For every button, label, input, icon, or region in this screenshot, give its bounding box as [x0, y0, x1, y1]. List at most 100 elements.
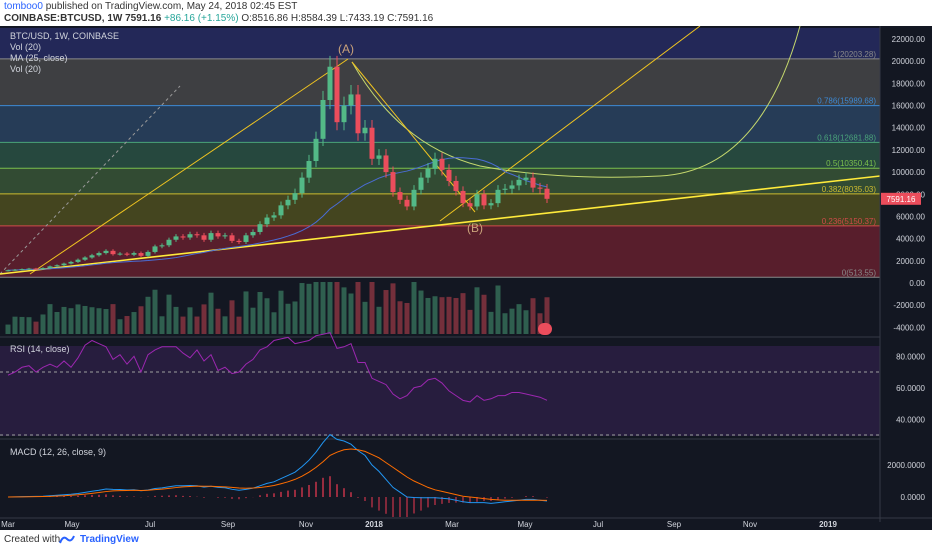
volume-bar	[61, 306, 67, 334]
price-tick: 20000.00	[892, 57, 926, 66]
volume-bar	[516, 304, 522, 334]
tradingview-brand-link[interactable]: TradingView	[80, 534, 139, 545]
candle-body	[229, 235, 235, 241]
volume-bars	[5, 282, 550, 334]
time-tick: May	[64, 520, 79, 529]
volume-bar	[222, 316, 228, 334]
annotation-a[interactable]: (A)	[338, 42, 354, 56]
volume-bar	[236, 316, 242, 334]
time-tick: Sep	[667, 520, 682, 529]
fib-level-label: 0.236(5150.37)	[822, 217, 877, 226]
price-tick: 18000.00	[892, 79, 926, 88]
volume-bar	[376, 306, 382, 334]
volume-bar	[264, 298, 270, 334]
legend-item-vol2: Vol (20)	[10, 64, 41, 74]
rsi-tick: 80.0000	[896, 352, 925, 361]
candle-body	[82, 257, 88, 260]
candle-body	[138, 253, 144, 256]
price-tick: 2000.00	[896, 257, 925, 266]
price-tick: -4000.00	[893, 323, 925, 332]
candle-body	[222, 235, 228, 237]
candle-body	[460, 190, 466, 204]
volume-bar	[117, 319, 123, 334]
author-link[interactable]: tomboo0	[4, 1, 43, 12]
trading-chart[interactable]: 1(20203.28) 0.786(15989.68) 0.618(12681.88…	[0, 26, 932, 530]
volume-bar	[26, 317, 32, 334]
volume-bar	[341, 287, 347, 334]
rsi-title: RSI (14, close)	[10, 344, 70, 354]
volume-bar	[425, 297, 431, 334]
time-axis[interactable]: Mar May Jul Sep Nov 2018 Mar May Jul Sep Nov 2019	[1, 520, 837, 529]
volume-bar	[362, 301, 368, 334]
volume-bar	[418, 290, 424, 334]
support-trendline[interactable]	[0, 175, 881, 275]
volume-bar	[103, 309, 109, 334]
price-change: +86.16 (+1.15%)	[164, 13, 239, 24]
candle-body	[397, 192, 403, 200]
candle-body	[439, 158, 445, 170]
fib-band	[0, 105, 880, 143]
fib-level-label: 0.786(15989.68)	[817, 97, 876, 106]
fan-lines[interactable]	[0, 26, 881, 275]
fib-retracement[interactable]: 1(20203.28) 0.786(15989.68) 0.618(12681.88…	[0, 27, 880, 278]
candle-body	[481, 194, 487, 206]
volume-bar	[68, 308, 74, 334]
publish-line: tomboo0 published on TradingView.com, Ma…	[4, 1, 297, 12]
rsi-tick: 40.0000	[896, 415, 925, 424]
rsi-axis[interactable]: 80.0000 60.0000 40.0000	[896, 352, 925, 424]
volume-bar	[110, 304, 116, 334]
flag-icon[interactable]	[538, 323, 552, 335]
candle-body	[544, 188, 550, 199]
price-tick: 10000.00	[892, 168, 926, 177]
volume-bar	[397, 301, 403, 334]
candle-body	[278, 205, 284, 216]
volume-bar	[523, 310, 529, 334]
footer: Created with TradingView	[0, 530, 932, 550]
price-tick: 22000.00	[892, 35, 926, 44]
time-tick: Jul	[593, 520, 603, 529]
volume-bar	[481, 294, 487, 334]
candle-body	[418, 177, 424, 190]
volume-bar	[5, 324, 11, 334]
candle-body	[75, 259, 81, 262]
volume-bar	[19, 316, 25, 334]
volume-bar	[488, 311, 494, 334]
volume-bar	[173, 306, 179, 334]
fib-level-label: 0.618(12681.88)	[817, 133, 876, 142]
macd-line	[7, 433, 548, 504]
fan-line-dashed[interactable]	[0, 85, 181, 275]
high-value: 8584.39	[300, 13, 337, 24]
volume-bar	[404, 302, 410, 334]
fib-level-label: 1(20203.28)	[833, 50, 876, 59]
candle-body	[474, 194, 480, 207]
fan-line-2[interactable]	[439, 26, 701, 222]
arc-curve[interactable]	[351, 26, 801, 178]
volume-bar	[411, 282, 417, 334]
candle-body	[404, 199, 410, 207]
candle-body	[411, 189, 417, 207]
tradingview-logo-icon	[59, 535, 75, 544]
time-tick: Nov	[299, 520, 313, 529]
fan-line-1[interactable]	[29, 58, 349, 275]
annotation-b[interactable]: (B)	[467, 221, 483, 235]
candle-body	[271, 215, 277, 218]
candle-body	[523, 177, 529, 180]
macd-axis[interactable]: 2000.0000 0.0000	[887, 461, 925, 502]
price-tag-box	[881, 192, 921, 205]
chart-legend: BTC/USD, 1W, COINBASE Vol (20) MA (25, c…	[10, 31, 119, 74]
fib-level-label: 0.382(8035.03)	[822, 185, 877, 194]
candle-body	[243, 235, 249, 242]
volume-bar	[229, 300, 235, 334]
high-label: H:	[290, 13, 301, 24]
volume-bar	[75, 304, 81, 334]
volume-bar	[271, 312, 277, 334]
candle-body	[383, 155, 389, 173]
volume-bar	[390, 283, 396, 334]
price-tick: 4000.00	[896, 235, 925, 244]
volume-bar	[537, 313, 543, 334]
volume-bar	[187, 307, 193, 334]
candle-body	[257, 224, 263, 232]
price-tick: 12000.00	[892, 146, 926, 155]
candle-body	[89, 255, 95, 258]
candle-body	[425, 168, 431, 178]
